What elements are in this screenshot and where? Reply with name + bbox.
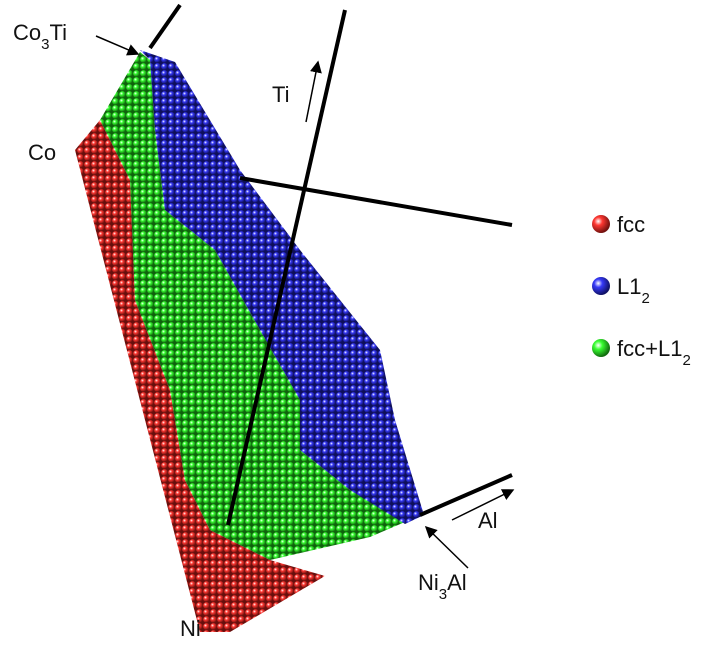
label-part: 2 [682,352,690,369]
label-part: Ni [418,570,439,595]
label-part: 2 [641,290,649,307]
vertex-label: Co3Ti [13,20,67,53]
axis-line [148,3,182,50]
pointer-arrow [424,525,469,569]
axis-line [226,9,347,526]
vertex-label: Ni3Al [418,570,467,603]
label-part: L1 [617,274,641,299]
label-part: 3 [41,36,49,53]
direction-arrow [305,60,322,123]
legend-swatch [592,339,610,357]
label-part: Co [28,140,56,165]
legend-swatch [592,277,610,295]
vertex-label: Al [478,508,498,533]
legend-swatch [592,215,610,233]
label-part: 3 [439,586,447,603]
direction-arrow [451,489,515,521]
label-part: Al [447,570,467,595]
label-part: fcc+L1 [617,336,682,361]
label-part: fcc [617,212,645,237]
vertex-label: Co [28,140,56,165]
label-part: Ti [49,20,67,45]
label-part: Co [13,20,41,45]
axis-line [239,176,513,227]
pointer-arrow [95,35,140,56]
label-part: Al [478,508,498,533]
label-part: Ni [180,616,201,640]
legend-label: L12 [617,274,650,307]
vertex-label: Ti [272,82,290,107]
legend-label: fcc+L12 [617,336,691,369]
fcc-l12-region [100,52,405,560]
fcc-region [75,120,325,632]
vertex-label: Ni [180,616,201,640]
legend-label: fcc [617,212,645,237]
label-part: Ti [272,82,290,107]
axis-line [419,473,513,517]
